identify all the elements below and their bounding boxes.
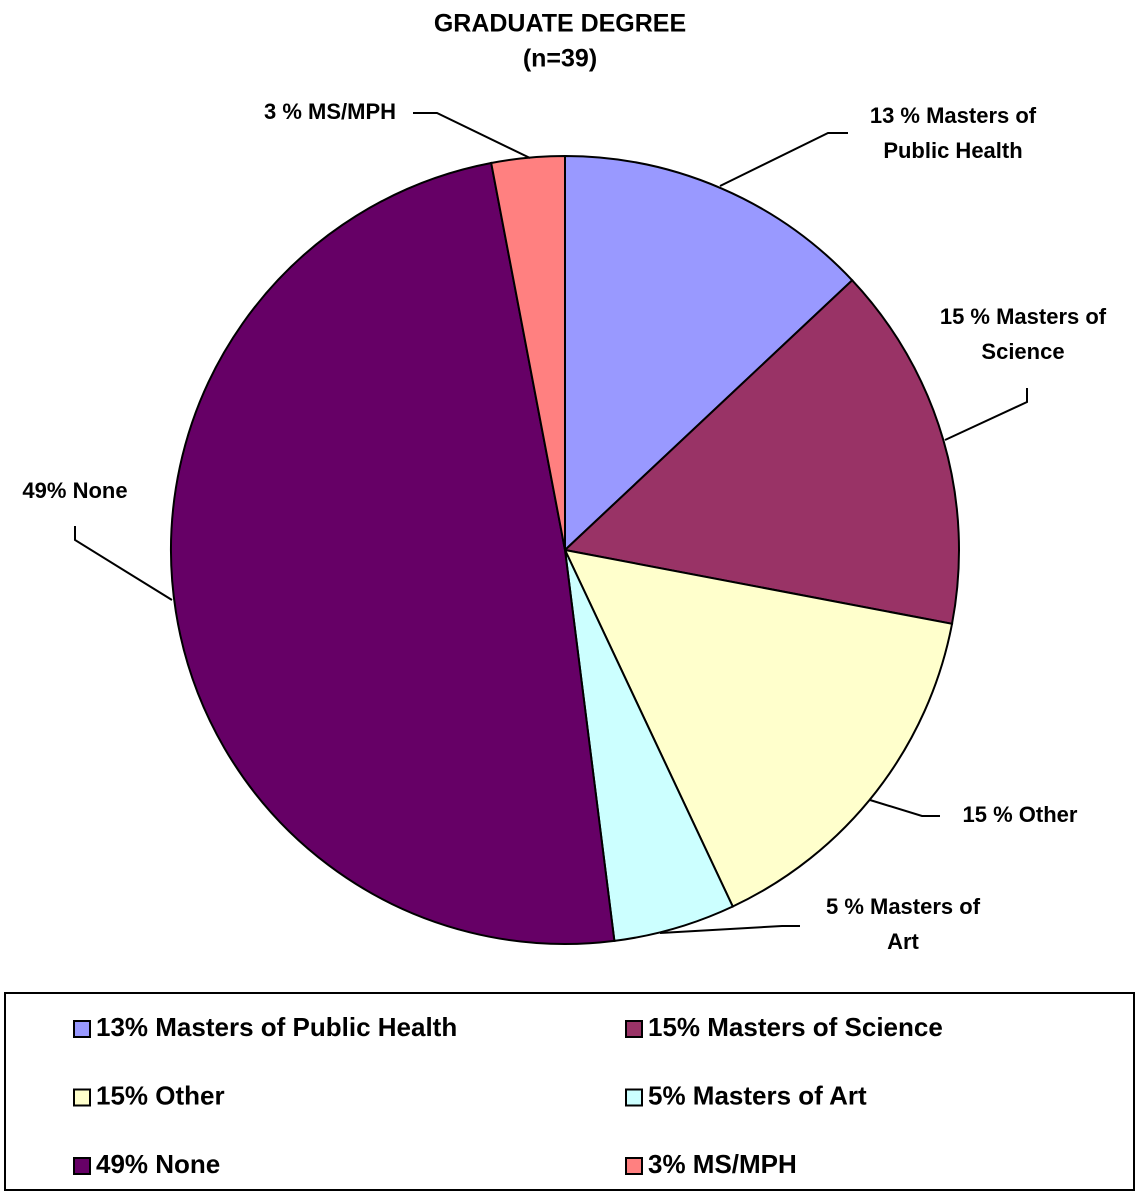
data-label: Art — [887, 929, 919, 954]
legend-swatch — [73, 1157, 91, 1175]
chart-title: GRADUATE DEGREE — [434, 10, 686, 38]
legend-box — [4, 992, 1135, 1191]
legend-label: 15% Other — [96, 1080, 225, 1110]
leader-line — [413, 112, 531, 159]
data-label: 15 % Masters of — [940, 304, 1107, 329]
data-label: 49% None — [22, 478, 127, 503]
leader-line — [944, 388, 1028, 441]
pie-slice — [170, 161, 616, 945]
legend-label: 13% Masters of Public Health — [96, 1012, 457, 1042]
data-label: 5 % Masters of — [826, 894, 981, 919]
legend-swatch — [625, 1020, 643, 1038]
pie-slice — [564, 154, 854, 553]
legend-label: 15% Masters of Science — [648, 1012, 943, 1042]
data-label: Public Health — [883, 138, 1022, 163]
chart-subtitle: (n=39) — [523, 45, 597, 73]
data-label: Science — [981, 339, 1064, 364]
legend-swatch — [73, 1020, 91, 1038]
data-label: 13 % Masters of — [870, 103, 1037, 128]
pie-slice — [562, 278, 960, 625]
data-label: 3 % MS/MPH — [264, 99, 396, 124]
legend-label: 5% Masters of Art — [648, 1080, 867, 1110]
legend-label: 49% None — [96, 1149, 220, 1179]
legend-swatch — [625, 1157, 643, 1175]
leader-line — [719, 132, 848, 187]
legend-swatch — [73, 1088, 91, 1107]
data-label: 15 % Other — [963, 802, 1078, 827]
legend-swatch — [625, 1088, 643, 1107]
leader-line — [659, 925, 800, 934]
leader-line — [869, 799, 940, 817]
legend-label: 3% MS/MPH — [648, 1149, 797, 1179]
leader-line — [74, 526, 173, 601]
pie-slice — [563, 548, 954, 908]
